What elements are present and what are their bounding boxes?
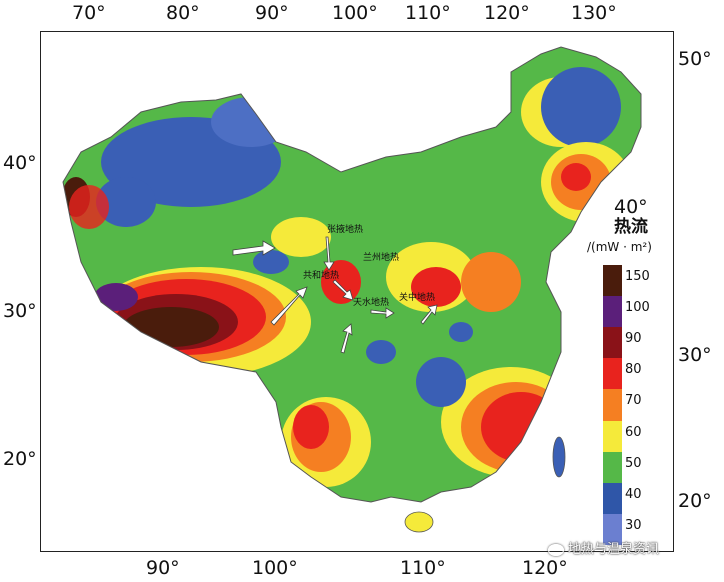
hainan-island <box>404 511 434 533</box>
legend-swatch <box>603 420 622 453</box>
arrow-guanzhong <box>420 304 438 325</box>
legend-swatch <box>603 296 622 328</box>
arrow-gonghe-east <box>332 279 354 301</box>
latitude-tick-right-20: 20° <box>678 490 712 512</box>
longitude-tick-100: 100° <box>332 2 378 24</box>
longitude-tick-90: 90° <box>255 2 289 24</box>
legend-label: 150 <box>625 269 650 284</box>
legend-label: 40 <box>625 486 642 502</box>
site-label-gonghe: 共和地热 <box>303 269 339 281</box>
wechat-icon <box>548 543 564 556</box>
site-label-tianshui: 天水地热 <box>353 296 389 308</box>
legend-title: 热流 <box>614 217 648 237</box>
longitude-tick-120: 120° <box>484 2 530 24</box>
watermark: 地热与温泉资讯 <box>548 538 659 557</box>
site-label-guanzhong: 关中地热 <box>399 291 435 303</box>
legend-swatch <box>603 358 622 390</box>
legend-swatch <box>603 265 622 297</box>
latitude-tick-left-30: 30° <box>3 300 37 322</box>
arrow-zhangye <box>323 236 335 271</box>
legend-swatch <box>603 482 622 515</box>
legend-swatch <box>603 327 622 359</box>
latitude-tick-right-50: 50° <box>678 48 712 70</box>
heat-flow-fill <box>63 47 641 502</box>
longitude-tick-70: 70° <box>72 2 106 24</box>
longitude-tick-bottom-120: 120° <box>522 557 568 579</box>
legend-swatch <box>603 389 622 422</box>
site-arrows <box>232 236 438 354</box>
longitude-tick-bottom-100: 100° <box>252 557 298 579</box>
latitude-tick-left-40: 40° <box>3 152 37 174</box>
legend-swatch <box>603 451 622 484</box>
arrow-tianshui-south <box>340 323 353 354</box>
latitude-tick-left-20: 20° <box>3 448 37 470</box>
longitude-tick-80: 80° <box>166 2 200 24</box>
legend-unit: /(mW · m²) <box>587 240 652 254</box>
china-outline <box>62 46 642 503</box>
arrow-gonghe <box>270 286 308 326</box>
legend-swatch <box>603 513 622 546</box>
longitude-tick-130: 130° <box>571 2 617 24</box>
watermark-text: 地热与温泉资讯 <box>568 542 660 557</box>
legend-label: 80 <box>625 362 642 378</box>
latitude-tick-inner-40: 40° <box>614 196 648 218</box>
arrow-tianshui-east <box>370 307 395 319</box>
legend-color-bar <box>603 265 622 546</box>
legend-label: 100 <box>625 300 650 316</box>
heat-flow-map: 张掖地热 共和地热 兰州地热 天水地热 关中地热 <box>40 31 674 552</box>
site-label-zhangye: 张掖地热 <box>327 223 363 235</box>
legend-label: 70 <box>625 393 642 409</box>
longitude-tick-110: 110° <box>405 2 451 24</box>
arrow-zhangye-west <box>232 240 276 256</box>
taiwan-island <box>552 436 566 478</box>
legend-label: 60 <box>625 424 642 440</box>
longitude-tick-bottom-110: 110° <box>400 557 446 579</box>
legend-label: 30 <box>625 517 642 533</box>
latitude-tick-right-30: 30° <box>678 344 712 366</box>
site-label-lanzhou: 兰州地热 <box>363 251 399 263</box>
longitude-tick-bottom-90: 90° <box>146 557 180 579</box>
legend-label: 50 <box>625 455 642 471</box>
tibet-high-zone <box>123 307 219 347</box>
legend-label: 90 <box>625 331 642 347</box>
china-heat-flow-map: 张掖地热 共和地热 兰州地热 天水地热 关中地热 <box>62 46 642 533</box>
